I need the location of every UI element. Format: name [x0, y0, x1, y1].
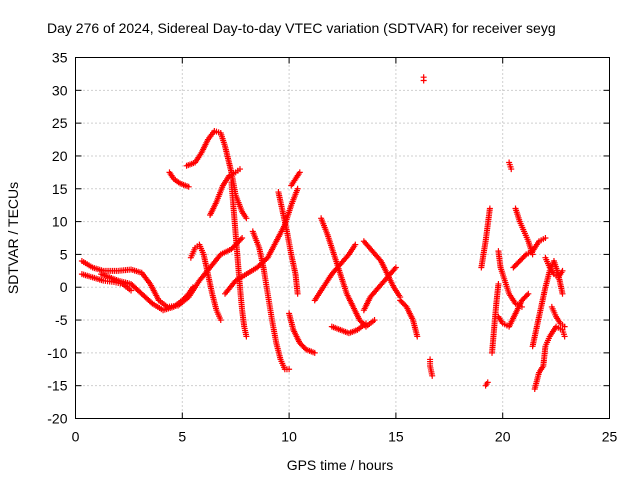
series-seg31	[531, 323, 568, 392]
series-seg10	[249, 228, 293, 373]
series-seg29	[510, 235, 549, 271]
data-point	[128, 287, 135, 294]
x-tick-label: 15	[388, 429, 404, 445]
data-point	[243, 215, 250, 222]
series-seg16	[328, 320, 369, 337]
data-point	[420, 77, 427, 84]
series-seg32	[542, 254, 566, 281]
data-point	[294, 290, 301, 297]
series-seg23	[482, 379, 491, 389]
data-point	[524, 292, 531, 299]
series-seg13	[288, 169, 303, 189]
data-point	[217, 317, 224, 324]
series-seg04	[166, 169, 192, 190]
series-seg19	[397, 297, 421, 340]
series-seg28	[512, 205, 536, 258]
series-seg33	[548, 303, 568, 330]
data-point	[508, 166, 515, 173]
series-seg26	[495, 290, 532, 330]
data-point	[561, 333, 568, 340]
series-seg25	[495, 248, 525, 310]
y-tick-label: -10	[47, 345, 67, 361]
data-point	[236, 166, 243, 173]
data-point	[495, 280, 502, 287]
x-axis-label: GPS time / hours	[287, 457, 394, 473]
data-point	[294, 185, 301, 192]
data-point	[392, 264, 399, 271]
data-point	[311, 349, 318, 356]
grid	[75, 57, 610, 419]
x-tick-label: 25	[602, 429, 618, 445]
data-point	[286, 366, 293, 373]
data-point	[237, 236, 244, 243]
series-seg01	[78, 235, 246, 310]
series-seg12	[286, 310, 318, 356]
y-tick-label: 15	[52, 181, 68, 197]
series-seg22	[478, 205, 493, 271]
series-seg21	[427, 356, 436, 379]
data-point	[296, 169, 303, 176]
data-point	[228, 246, 235, 253]
series-seg05	[183, 128, 250, 222]
data-point	[521, 252, 528, 259]
series-seg20	[420, 74, 427, 84]
data-point	[559, 290, 566, 297]
x-tick-label: 5	[178, 429, 186, 445]
x-tick-label: 10	[281, 429, 297, 445]
data-point	[371, 317, 378, 324]
data-point	[525, 290, 532, 297]
series-seg18	[360, 238, 404, 301]
data-point	[185, 183, 192, 190]
y-axis-label: SDTVAR / TECUs	[5, 182, 21, 294]
data-point	[189, 284, 196, 291]
y-tick-label: 35	[52, 50, 68, 66]
data-point	[561, 323, 568, 330]
data-point	[239, 235, 246, 241]
data-point	[559, 267, 566, 274]
data-point	[542, 235, 549, 241]
data-point	[414, 333, 421, 340]
x-tick-label: 0	[72, 429, 80, 445]
data-point	[232, 241, 239, 248]
data-point	[484, 379, 491, 386]
series-seg07	[187, 241, 224, 324]
x-tick-label: 20	[495, 429, 511, 445]
y-tick-label: -15	[47, 378, 67, 394]
y-tick-label: 25	[52, 115, 68, 131]
data-point	[486, 205, 493, 212]
chart-title: Day 276 of 2024, Sidereal Day-to-day VTE…	[47, 20, 556, 36]
series-seg03	[98, 271, 196, 314]
data-point	[429, 372, 436, 379]
y-tick-label: 0	[60, 279, 68, 295]
data-point	[352, 241, 359, 248]
series-seg08	[228, 179, 250, 340]
series-seg27	[506, 159, 515, 173]
plot-frame	[75, 57, 610, 419]
series-seg11	[275, 189, 301, 297]
data-point	[148, 299, 155, 306]
y-tick-label: 20	[52, 148, 68, 164]
series-seg15	[318, 215, 378, 330]
series-seg06	[207, 166, 243, 219]
data-point	[362, 320, 369, 327]
axis-ticks: 0 5 10 15 20 25 -20 -15 -10 -5 0 5 10 15 20 25 30 35	[47, 50, 617, 445]
y-tick-label: 10	[52, 214, 68, 230]
series-seg24	[489, 280, 502, 356]
y-tick-label: -20	[47, 411, 67, 427]
data-points	[78, 74, 568, 392]
data-point	[243, 333, 250, 340]
y-tick-label: -5	[55, 312, 68, 328]
series-seg09	[222, 185, 301, 297]
y-tick-label: 30	[52, 82, 68, 98]
y-tick-label: 5	[60, 246, 68, 262]
